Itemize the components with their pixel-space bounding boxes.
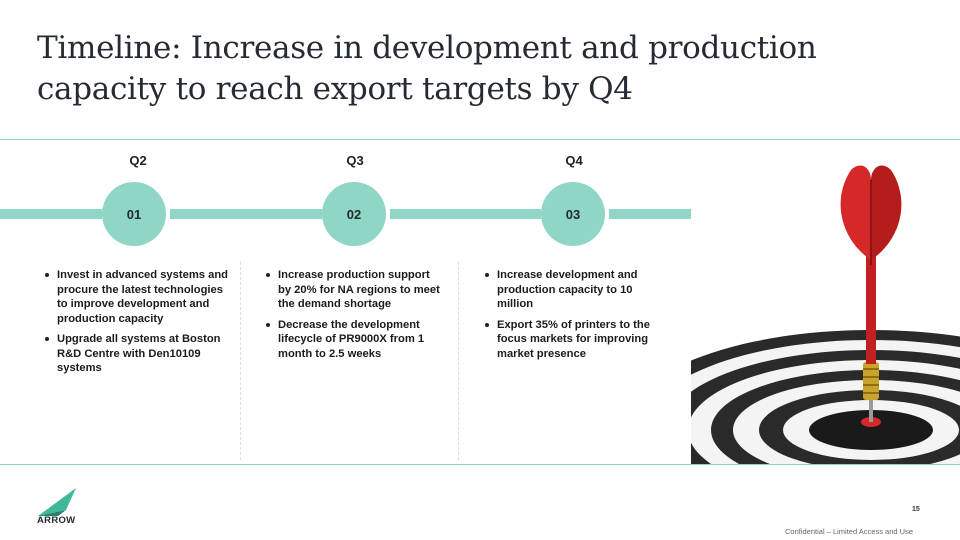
bullet-item: Invest in advanced systems and procure t… [43, 268, 233, 326]
slide-title: Timeline: Increase in development and pr… [37, 30, 817, 107]
timeline-track-segment [390, 209, 541, 219]
column-divider [458, 262, 459, 460]
timeline-track-segment [0, 209, 102, 219]
timeline-node-02: 02 [322, 182, 386, 246]
quarter-label-q2: Q2 [129, 153, 147, 168]
column-divider [240, 262, 241, 460]
step-number: 01 [126, 206, 142, 222]
bullet-item: Decrease the development lifecycle of PR… [264, 318, 444, 362]
page-number: 15 [912, 506, 920, 513]
step-number: 02 [346, 206, 362, 222]
quarter-label-q4: Q4 [565, 153, 583, 168]
column-q2: Invest in advanced systems and procure t… [43, 268, 233, 382]
timeline-track-segment [609, 209, 691, 219]
bullet-item: Export 35% of printers to the focus mark… [483, 318, 669, 362]
top-divider [0, 139, 960, 140]
timeline-node-03: 03 [541, 182, 605, 246]
company-logo-text: ARROW [37, 515, 76, 526]
column-q4: Increase development and production capa… [483, 268, 669, 367]
confidentiality-note: Confidential – Limited Access and Use [785, 527, 913, 536]
bullet-item: Increase development and production capa… [483, 268, 669, 312]
timeline-track-segment [170, 209, 322, 219]
dart-target-image [691, 140, 960, 464]
quarter-label-q3: Q3 [346, 153, 364, 168]
bullet-item: Upgrade all systems at Boston R&D Centre… [43, 332, 233, 376]
bottom-divider [0, 464, 960, 465]
column-q3: Increase production support by 20% for N… [264, 268, 444, 367]
timeline-node-01: 01 [102, 182, 166, 246]
step-number: 03 [565, 206, 581, 222]
arrow-logo-icon [38, 488, 76, 516]
bullet-item: Increase production support by 20% for N… [264, 268, 444, 312]
